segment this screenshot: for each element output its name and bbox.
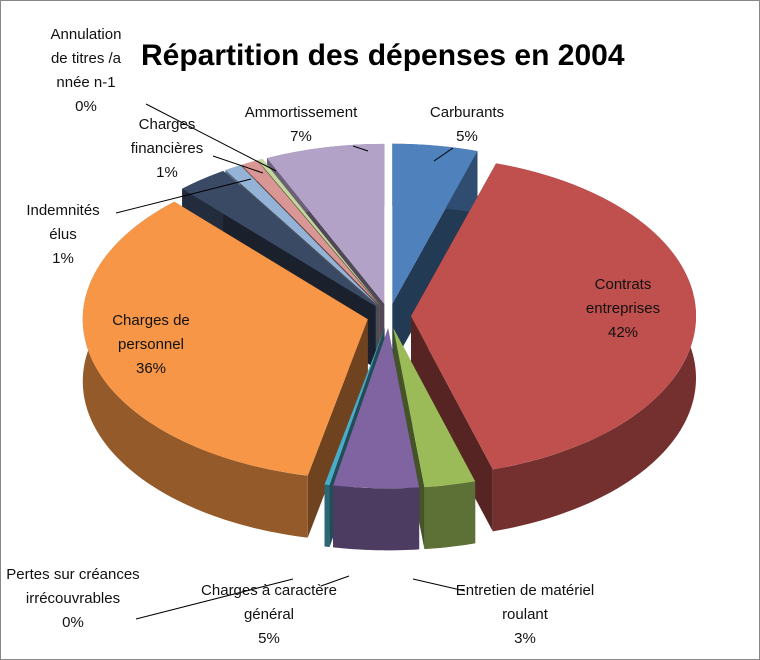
slice-label: Charges de personnel 36% <box>96 309 206 381</box>
value-label: 3% <box>514 630 536 647</box>
leader-line <box>145 103 277 172</box>
slice-side <box>424 481 476 550</box>
slice-label: Charges à caractère général 5% <box>199 579 339 651</box>
slice-label: Carburants 5% <box>417 101 517 149</box>
leader-line <box>412 578 466 592</box>
category-name: Carburants <box>429 104 505 121</box>
slice-label: Ammortissement 7% <box>226 101 376 149</box>
category-name: Contrats entreprises <box>585 276 661 317</box>
leader-line <box>433 147 454 162</box>
category-name: Indemnités élus <box>26 202 100 243</box>
slice <box>333 328 420 489</box>
slice-label: Contrats entreprises 42% <box>563 273 683 345</box>
value-label: 0% <box>62 614 84 631</box>
slice <box>392 143 478 304</box>
slice-inner-side <box>307 319 368 538</box>
slice-label: Indemnités élus 1% <box>18 199 108 271</box>
slice-label: Annulation de titres /année n-1 0% <box>50 23 122 119</box>
slice <box>225 165 378 306</box>
slice <box>257 158 380 305</box>
category-name: Charges financières <box>130 116 204 157</box>
slice <box>393 328 476 488</box>
category-name: Ammortissement <box>244 104 358 121</box>
value-label: 42% <box>607 324 639 341</box>
slice <box>241 160 379 306</box>
leader-line <box>212 155 264 174</box>
value-label: 7% <box>290 128 312 145</box>
slice <box>410 163 696 470</box>
slice-label: Pertes sur créances irrécouvrables 0% <box>3 563 143 635</box>
slice <box>182 170 376 307</box>
value-label: 1% <box>156 164 178 181</box>
category-name: Charges à caractère général <box>201 582 337 623</box>
leader-line <box>115 178 252 214</box>
slice <box>82 201 368 476</box>
value-label: 0% <box>75 98 97 115</box>
category-name: Annulation de titres /année n-1 <box>50 26 122 91</box>
value-label: 5% <box>258 630 280 647</box>
value-label: 36% <box>135 360 167 377</box>
value-label: 5% <box>456 128 478 145</box>
slice <box>266 143 385 304</box>
slice-label: Charges financières 1% <box>117 113 217 185</box>
slice-side <box>333 485 420 551</box>
leader-line <box>135 578 294 620</box>
slice-label: Entretien de matériel roulant 3% <box>445 579 605 651</box>
category-name: Charges de personnel <box>112 312 190 353</box>
category-name: Pertes sur créances irrécouvrables <box>6 566 140 607</box>
leader-line <box>320 575 350 587</box>
leader-line <box>352 145 369 152</box>
category-name: Entretien de matériel roulant <box>455 582 595 623</box>
slice-side <box>324 484 330 548</box>
value-label: 1% <box>52 250 74 267</box>
chart-title: Répartition des dépenses en 2004 <box>141 39 625 72</box>
slice <box>324 328 385 486</box>
